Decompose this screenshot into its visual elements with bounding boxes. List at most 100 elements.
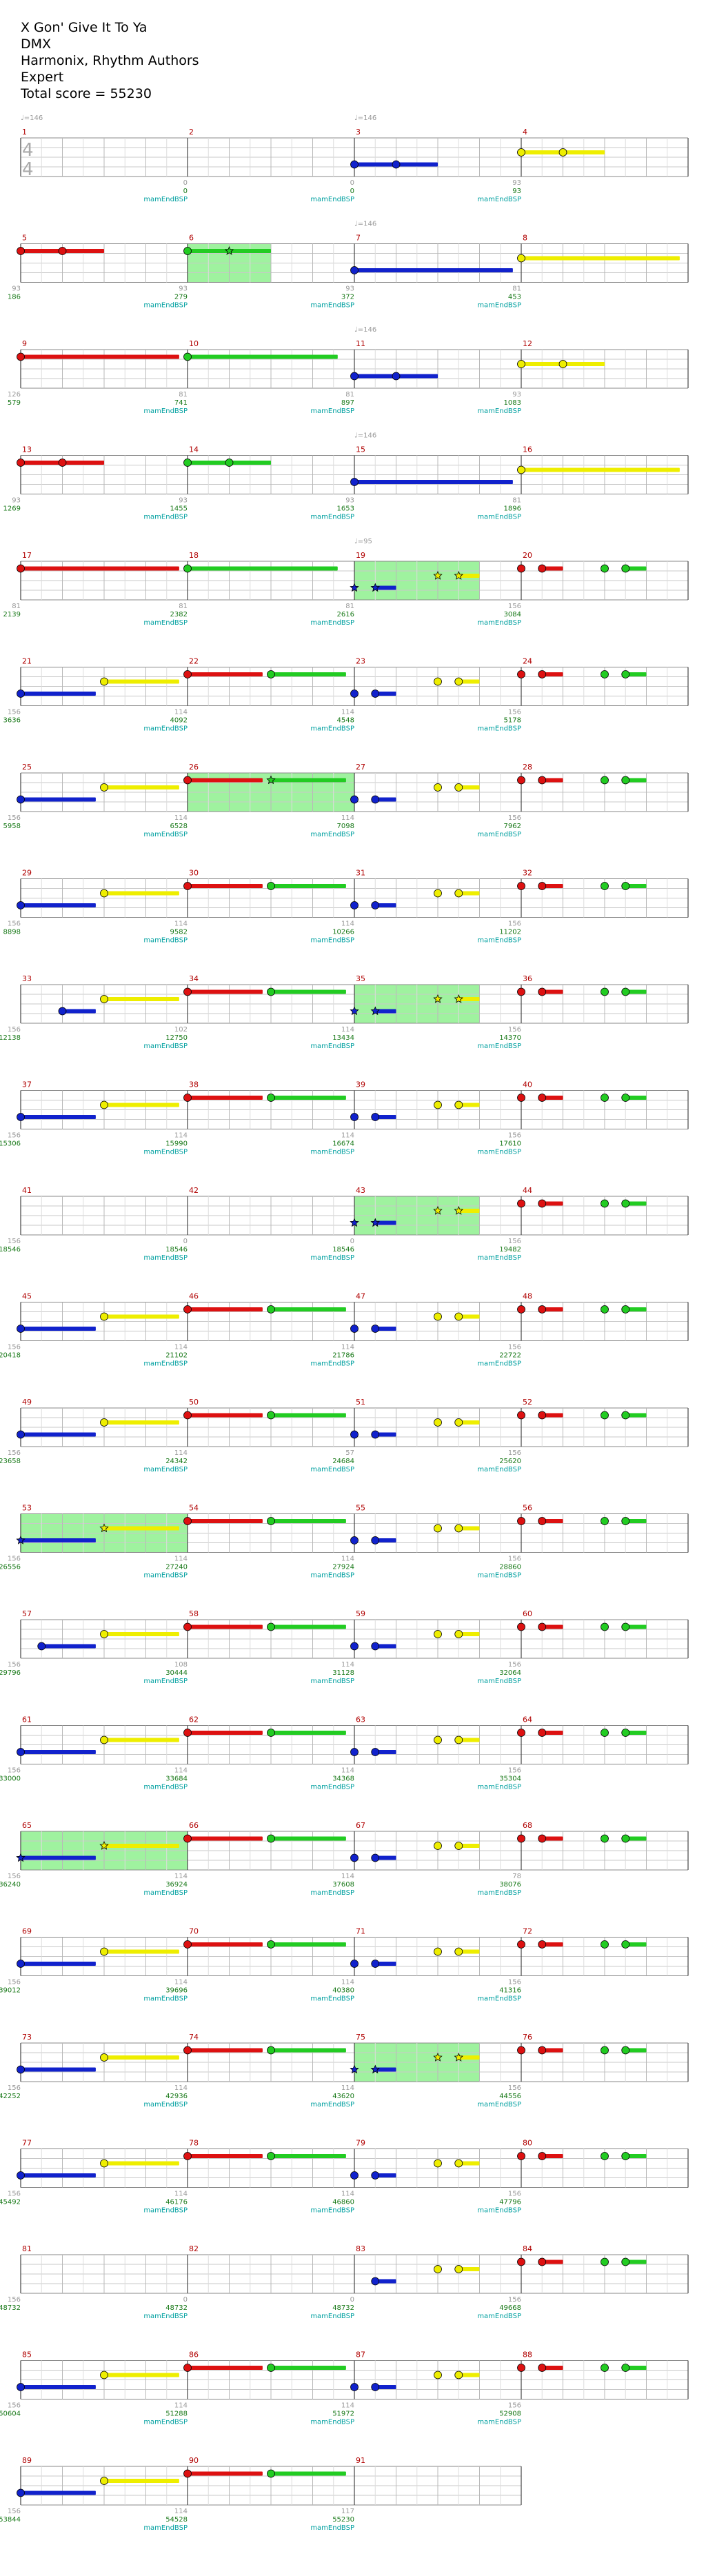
blue-star-note — [350, 1218, 359, 1227]
section-label: mamEndBSP — [477, 2101, 521, 2109]
song-title: X Gon' Give It To Ya — [21, 20, 148, 35]
measure-number: 66 — [189, 1821, 199, 1830]
section-label: mamEndBSP — [477, 1572, 521, 1580]
cumulative-score: 1653 — [337, 505, 354, 513]
cumulative-score: 42252 — [0, 2093, 21, 2100]
blue-sustain — [375, 1009, 396, 1014]
red-note — [538, 1305, 547, 1314]
staff-row — [20, 243, 689, 283]
green-note — [267, 2469, 275, 2478]
section-label: mamEndBSP — [310, 1360, 354, 1368]
red-note — [183, 1834, 192, 1843]
blue-note — [371, 1642, 380, 1651]
blue-note — [17, 1113, 25, 1121]
red-note — [538, 776, 547, 785]
cumulative-score: 29796 — [0, 1669, 21, 1677]
red-sustain — [188, 1731, 263, 1735]
cumulative-score: 34368 — [332, 1775, 354, 1783]
green-note — [621, 1305, 630, 1314]
measure-number: 65 — [22, 1821, 32, 1830]
red-note — [183, 2469, 192, 2478]
cumulative-score: 38076 — [499, 1881, 521, 1889]
red-note — [517, 2046, 525, 2055]
green-sustain — [271, 778, 346, 783]
yellow-sustain — [104, 1844, 179, 1848]
blue-note — [392, 160, 401, 169]
cumulative-score: 25620 — [499, 1458, 521, 1465]
yellow-sustain — [104, 1314, 179, 1319]
yellow-note — [517, 360, 525, 368]
blue-note — [350, 901, 359, 909]
blue-sustain — [21, 1432, 96, 1437]
measure-points: 114 — [341, 2084, 354, 2092]
green-sustain — [271, 989, 346, 994]
blue-note — [371, 690, 380, 698]
measure-points: 156 — [8, 2508, 21, 2515]
cumulative-score: 48732 — [332, 2304, 354, 2312]
blue-star-note — [350, 583, 359, 592]
measure-number: 27 — [356, 763, 365, 772]
yellow-sustain — [458, 1314, 480, 1319]
red-note — [538, 2257, 547, 2266]
green-sustain — [625, 989, 647, 994]
staff-row — [20, 2360, 689, 2399]
red-sustain — [542, 1519, 563, 1523]
section-label: mamEndBSP — [477, 725, 521, 733]
red-note — [538, 2364, 547, 2372]
measure-number: 52 — [523, 1398, 532, 1407]
section-label: mamEndBSP — [143, 2207, 188, 2215]
red-sustain — [542, 1307, 563, 1311]
blue-note — [17, 2488, 25, 2497]
measure-number: 31 — [356, 869, 365, 878]
measure-points: 0 — [183, 2296, 188, 2304]
green-sustain — [625, 1731, 647, 1735]
red-note — [538, 882, 547, 890]
red-sustain — [188, 884, 263, 888]
blue-sustain — [21, 903, 96, 907]
staff-row — [20, 1619, 689, 1659]
yellow-sustain — [458, 574, 480, 578]
section-label: mamEndBSP — [143, 1149, 188, 1156]
green-note — [601, 1094, 609, 1102]
green-note — [621, 2152, 630, 2160]
total-score: Total score = 55230 — [21, 86, 152, 101]
staff-row — [20, 772, 689, 812]
cumulative-score: 40380 — [332, 1987, 354, 1995]
yellow-star-note — [433, 994, 443, 1003]
blue-note — [17, 690, 25, 698]
tempo-marker: ♩=95 — [354, 538, 372, 545]
measure-number: 91 — [356, 2456, 365, 2465]
red-sustain — [542, 1836, 563, 1841]
yellow-note — [454, 1524, 463, 1533]
section-label: mamEndBSP — [310, 2524, 354, 2532]
measure-points: 156 — [508, 1449, 521, 1457]
blue-note — [350, 1325, 359, 1333]
measure-number: 39 — [356, 1080, 365, 1089]
measure-number: 20 — [523, 551, 532, 560]
measure-points: 114 — [174, 2084, 188, 2092]
measure-number: 79 — [356, 2139, 365, 2148]
green-sustain — [625, 2260, 647, 2264]
red-note — [517, 2152, 525, 2160]
cumulative-score: 7098 — [337, 823, 354, 830]
yellow-note — [434, 1418, 442, 1427]
song-charter: Harmonix, Rhythm Authors — [21, 53, 199, 68]
green-sustain — [188, 566, 338, 571]
measure-points: 114 — [174, 1449, 188, 1457]
tempo-marker: ♩=146 — [354, 326, 376, 334]
section-label: mamEndBSP — [310, 1254, 354, 1262]
yellow-note — [558, 148, 567, 157]
red-note — [517, 882, 525, 890]
green-sustain — [625, 1519, 647, 1523]
measure-number: 22 — [189, 657, 199, 666]
measure-number: 24 — [523, 657, 532, 666]
section-label: mamEndBSP — [143, 725, 188, 733]
measure-number: 58 — [189, 1609, 199, 1618]
blue-note — [371, 1430, 380, 1439]
measure-points: 93 — [345, 497, 354, 505]
measure-number: 21 — [22, 657, 32, 666]
green-sustain — [271, 1836, 346, 1841]
green-note — [267, 1411, 275, 1420]
measure-number: 71 — [356, 1927, 365, 1936]
section-label: mamEndBSP — [477, 1466, 521, 1473]
